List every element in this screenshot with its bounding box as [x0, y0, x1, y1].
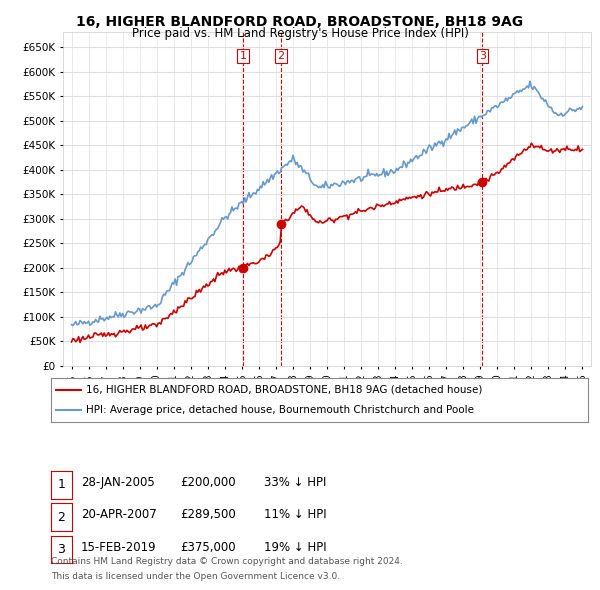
Text: 3: 3: [58, 543, 65, 556]
Text: 3: 3: [479, 51, 486, 61]
Text: Price paid vs. HM Land Registry's House Price Index (HPI): Price paid vs. HM Land Registry's House …: [131, 27, 469, 40]
Text: 15-FEB-2019: 15-FEB-2019: [81, 540, 157, 554]
Text: 19% ↓ HPI: 19% ↓ HPI: [264, 540, 326, 554]
Text: £289,500: £289,500: [180, 508, 236, 522]
Text: 16, HIGHER BLANDFORD ROAD, BROADSTONE, BH18 9AG (detached house): 16, HIGHER BLANDFORD ROAD, BROADSTONE, B…: [86, 385, 482, 395]
Text: 1: 1: [239, 51, 247, 61]
Text: 2: 2: [277, 51, 284, 61]
Text: £375,000: £375,000: [180, 540, 236, 554]
Text: 11% ↓ HPI: 11% ↓ HPI: [264, 508, 326, 522]
Text: Contains HM Land Registry data © Crown copyright and database right 2024.: Contains HM Land Registry data © Crown c…: [51, 558, 403, 566]
Text: 33% ↓ HPI: 33% ↓ HPI: [264, 476, 326, 489]
Text: £200,000: £200,000: [180, 476, 236, 489]
Text: 16, HIGHER BLANDFORD ROAD, BROADSTONE, BH18 9AG: 16, HIGHER BLANDFORD ROAD, BROADSTONE, B…: [76, 15, 524, 29]
Text: 28-JAN-2005: 28-JAN-2005: [81, 476, 155, 489]
Text: 20-APR-2007: 20-APR-2007: [81, 508, 157, 522]
Text: 1: 1: [58, 478, 65, 491]
Text: This data is licensed under the Open Government Licence v3.0.: This data is licensed under the Open Gov…: [51, 572, 340, 581]
Text: 2: 2: [58, 510, 65, 524]
Text: HPI: Average price, detached house, Bournemouth Christchurch and Poole: HPI: Average price, detached house, Bour…: [86, 405, 474, 415]
